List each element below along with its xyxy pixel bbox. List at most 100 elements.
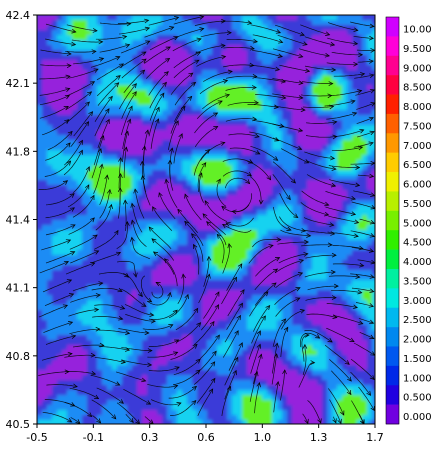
field-cell bbox=[367, 255, 373, 261]
field-cell bbox=[132, 370, 138, 376]
field-cell bbox=[287, 90, 293, 96]
field-cell bbox=[242, 345, 248, 351]
field-cell bbox=[127, 50, 133, 56]
field-cell bbox=[102, 50, 108, 56]
field-cell bbox=[372, 360, 375, 366]
field-cell bbox=[312, 295, 318, 301]
field-cell bbox=[87, 160, 93, 166]
field-cell bbox=[137, 305, 143, 311]
field-cell bbox=[137, 375, 143, 381]
field-cell bbox=[112, 355, 118, 361]
field-cell bbox=[37, 160, 43, 166]
field-cell bbox=[187, 160, 193, 166]
field-cell bbox=[212, 290, 218, 296]
field-cell bbox=[152, 160, 158, 166]
field-cell bbox=[132, 260, 138, 266]
field-cell bbox=[252, 280, 258, 286]
field-cell bbox=[67, 170, 73, 176]
field-cell bbox=[82, 195, 88, 201]
field-cell bbox=[132, 335, 138, 341]
field-cell bbox=[322, 195, 328, 201]
field-cell bbox=[357, 30, 363, 36]
field-cell bbox=[292, 95, 298, 101]
field-cell bbox=[127, 80, 133, 86]
field-cell bbox=[102, 310, 108, 316]
field-cell bbox=[107, 175, 113, 181]
field-cell bbox=[157, 355, 163, 361]
field-cell bbox=[197, 375, 203, 381]
field-cell bbox=[37, 275, 43, 281]
field-cell bbox=[97, 65, 103, 71]
field-cell bbox=[207, 195, 213, 201]
field-cell bbox=[162, 60, 168, 66]
field-cell bbox=[247, 30, 253, 36]
field-cell bbox=[202, 125, 208, 131]
field-cell bbox=[52, 165, 58, 171]
field-cell bbox=[232, 300, 238, 306]
field-cell bbox=[132, 210, 138, 216]
field-cell bbox=[37, 55, 43, 61]
field-cell bbox=[182, 230, 188, 236]
field-cell bbox=[252, 235, 258, 241]
field-cell bbox=[247, 75, 253, 81]
field-cell bbox=[37, 240, 43, 246]
field-cell bbox=[317, 50, 323, 56]
field-cell bbox=[97, 380, 103, 386]
field-cell bbox=[182, 145, 188, 151]
field-cell bbox=[102, 305, 108, 311]
field-cell bbox=[297, 25, 303, 31]
field-cell bbox=[292, 375, 298, 381]
field-cell bbox=[367, 150, 373, 156]
field-cell bbox=[37, 155, 43, 161]
field-cell bbox=[302, 90, 308, 96]
field-cell bbox=[142, 340, 148, 346]
field-cell bbox=[287, 100, 293, 106]
field-cell bbox=[362, 365, 368, 371]
field-cell bbox=[192, 325, 198, 331]
field-cell bbox=[272, 150, 278, 156]
field-cell bbox=[307, 295, 313, 301]
field-cell bbox=[197, 210, 203, 216]
field-cell bbox=[277, 140, 283, 146]
field-cell bbox=[117, 110, 123, 116]
field-cell bbox=[112, 335, 118, 341]
field-cell bbox=[367, 250, 373, 256]
field-cell bbox=[62, 100, 68, 106]
field-cell bbox=[267, 235, 273, 241]
field-cell bbox=[162, 25, 168, 31]
field-cell bbox=[292, 135, 298, 141]
field-cell bbox=[252, 295, 258, 301]
field-cell bbox=[117, 215, 123, 221]
field-cell bbox=[207, 110, 213, 116]
field-cell bbox=[252, 185, 258, 191]
field-cell bbox=[322, 280, 328, 286]
field-cell bbox=[287, 105, 293, 111]
field-cell bbox=[337, 370, 343, 376]
field-cell bbox=[237, 360, 243, 366]
field-cell bbox=[172, 285, 178, 291]
field-cell bbox=[257, 190, 263, 196]
field-cell bbox=[227, 360, 233, 366]
field-cell bbox=[217, 350, 223, 356]
field-cell bbox=[322, 240, 328, 246]
field-cell bbox=[182, 270, 188, 276]
field-cell bbox=[247, 70, 253, 76]
field-cell bbox=[247, 335, 253, 341]
field-cell bbox=[97, 35, 103, 41]
field-cell bbox=[342, 160, 348, 166]
field-cell bbox=[77, 300, 83, 306]
field-cell bbox=[142, 275, 148, 281]
field-cell bbox=[92, 310, 98, 316]
field-cell bbox=[112, 250, 118, 256]
field-cell bbox=[77, 95, 83, 101]
field-cell bbox=[327, 340, 333, 346]
field-cell bbox=[227, 270, 233, 276]
field-cell bbox=[272, 265, 278, 271]
field-cell bbox=[92, 120, 98, 126]
field-cell bbox=[157, 275, 163, 281]
field-cell bbox=[277, 365, 283, 371]
field-cell bbox=[347, 20, 353, 26]
field-cell bbox=[327, 205, 333, 211]
field-cell bbox=[167, 205, 173, 211]
field-cell bbox=[92, 235, 98, 241]
